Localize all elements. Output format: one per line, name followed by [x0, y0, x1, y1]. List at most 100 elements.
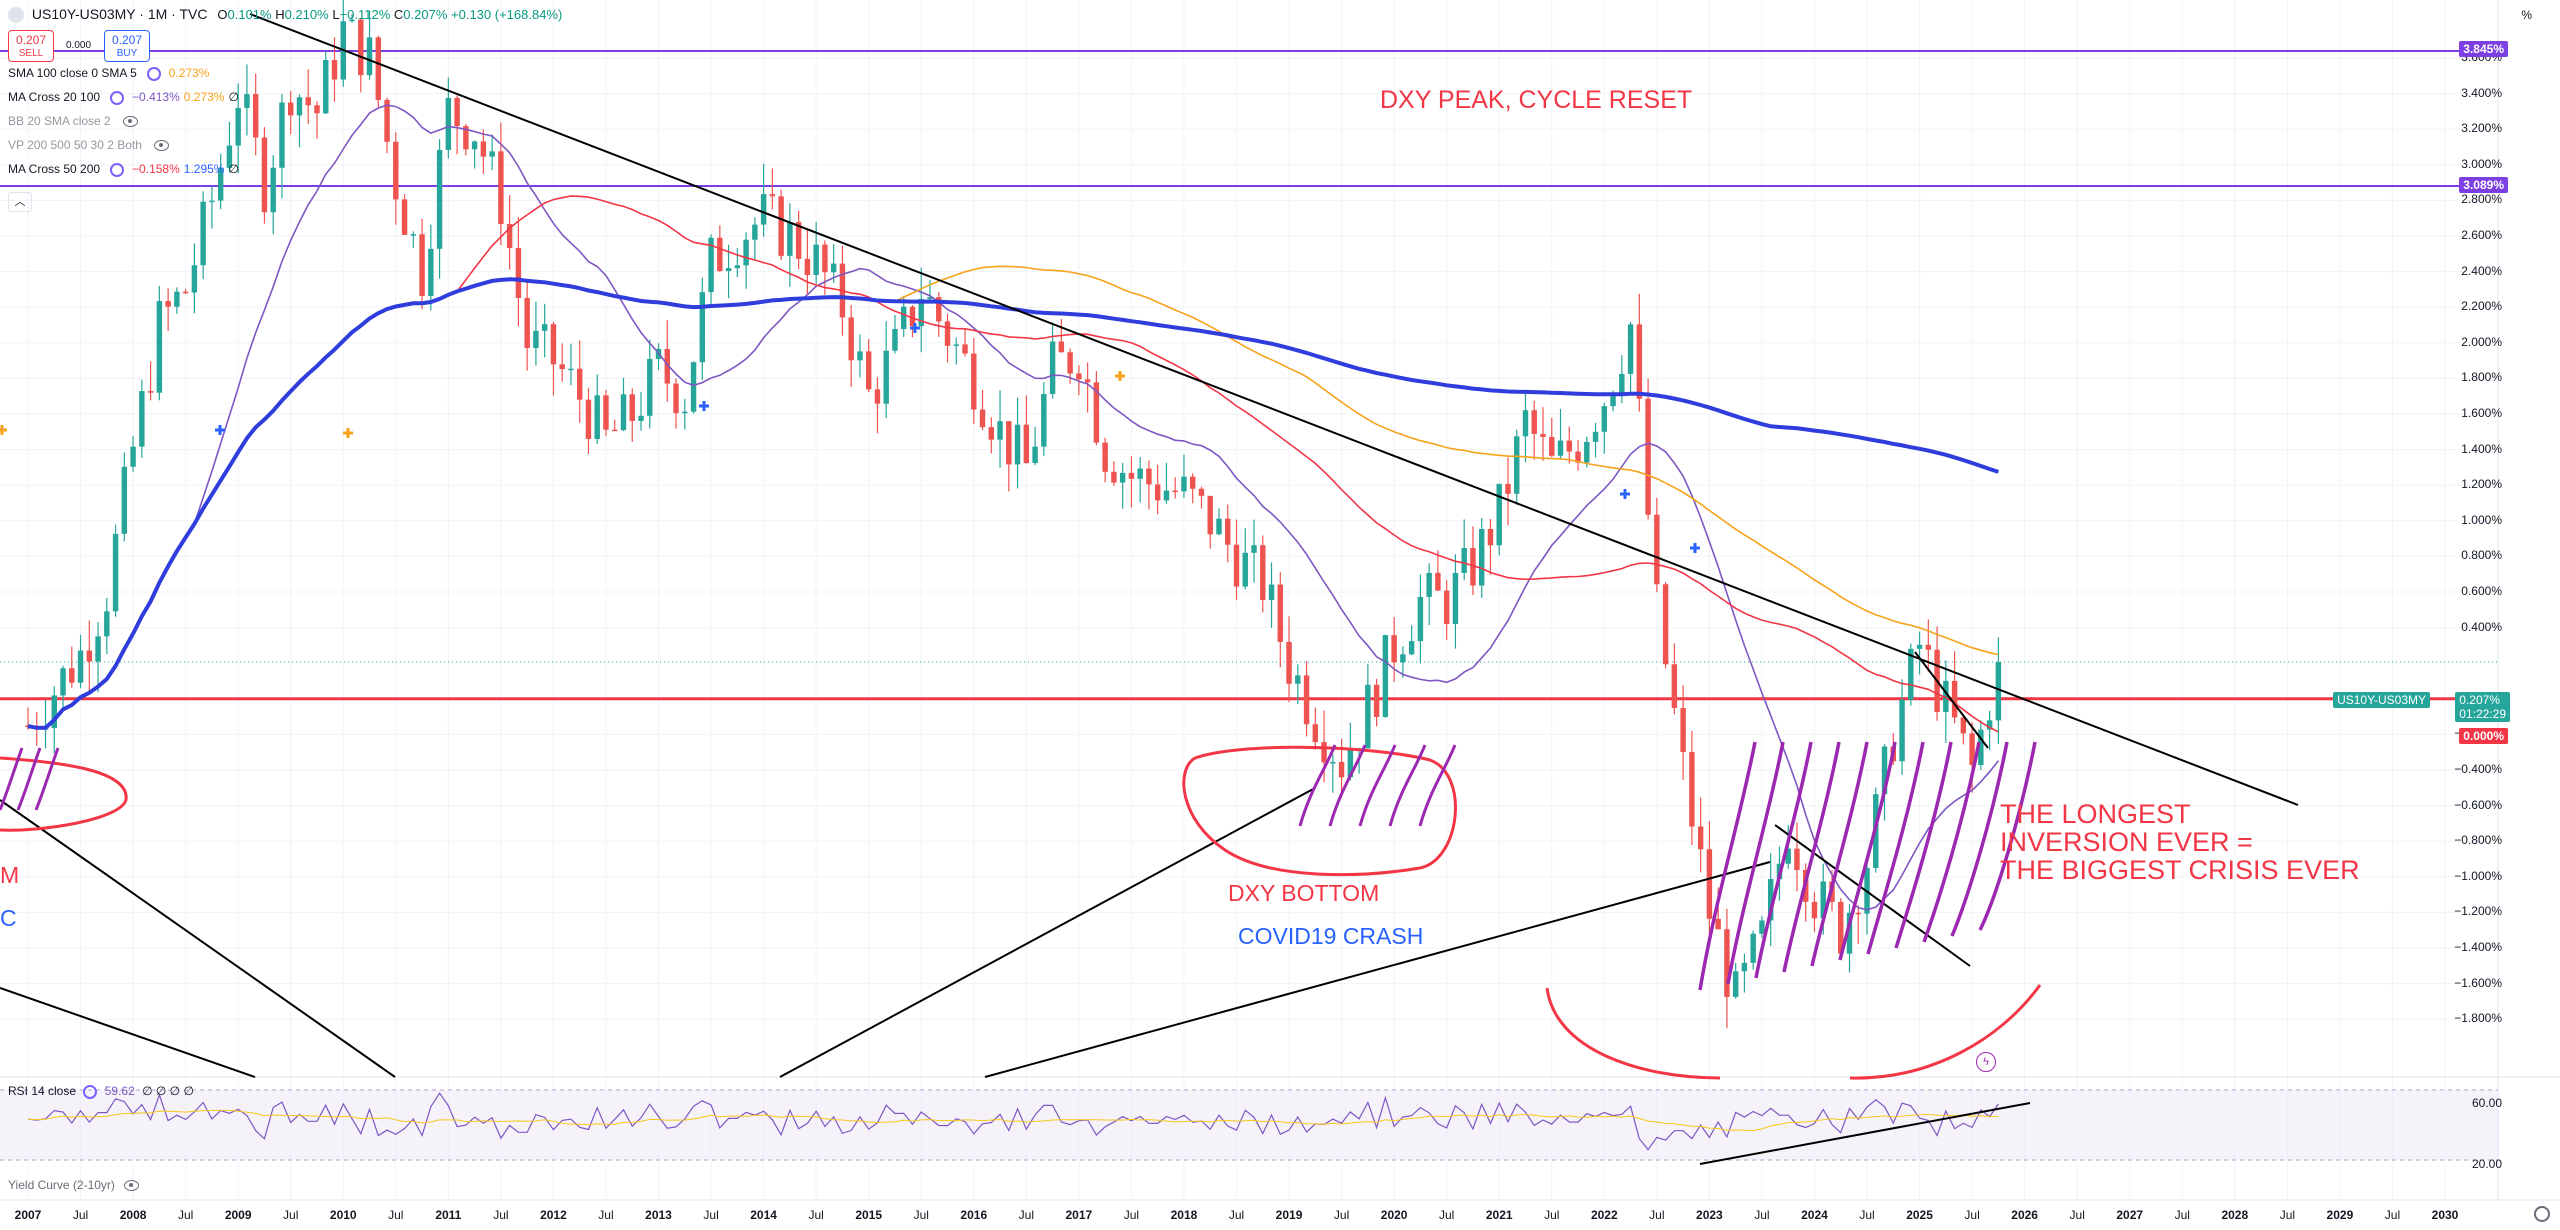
- candle-body: [1811, 901, 1818, 919]
- candle-body: [533, 330, 539, 349]
- candle-body: [69, 668, 75, 683]
- candle-body: [1671, 664, 1678, 709]
- time-tick-label: Jul: [1754, 1208, 1770, 1222]
- candle-body: [541, 324, 548, 331]
- candle-body: [1382, 635, 1389, 717]
- gear-icon[interactable]: [83, 1084, 98, 1099]
- sell-label: SELL: [18, 48, 44, 59]
- candle-body: [261, 137, 268, 213]
- collapse-legend-button[interactable]: ︿: [8, 192, 32, 212]
- candle-body: [1461, 548, 1467, 573]
- candle-body: [778, 196, 784, 256]
- bottom-hatch: [1388, 744, 1427, 827]
- settings-icon[interactable]: [110, 90, 125, 105]
- percent-scale-icon[interactable]: %: [2521, 8, 2532, 22]
- rsi-legend: RSI 14 close 59.62 ∅ ∅ ∅ ∅: [8, 1084, 194, 1099]
- candle-body: [1260, 545, 1266, 600]
- candle-body: [445, 97, 452, 150]
- inversion-hatch: [1782, 741, 1841, 973]
- indicator-row[interactable]: SMA 100 close 0 SMA 5 0.273%: [8, 64, 209, 82]
- settings-icon[interactable]: [110, 162, 125, 177]
- indicator-value: −0.158%: [132, 162, 180, 176]
- candle-body: [1207, 495, 1213, 535]
- dxy-bottom-note[interactable]: DXY BOTTOM: [1228, 880, 1380, 906]
- candle-body: [86, 650, 93, 662]
- price-tick-label: 0.800%: [2461, 548, 2502, 563]
- candle-body: [936, 297, 942, 322]
- indicator-row[interactable]: MA Cross 20 100 −0.413% 0.273% ∅: [8, 88, 239, 106]
- candle-body: [95, 636, 101, 662]
- eye-icon[interactable]: [122, 116, 138, 128]
- candle-body: [1505, 483, 1511, 494]
- settings-gear-icon[interactable]: [2534, 1206, 2550, 1222]
- time-tick-label: Jul: [703, 1208, 719, 1222]
- candle-body: [147, 391, 154, 393]
- candle-body: [1838, 901, 1844, 954]
- eye-icon[interactable]: [124, 1180, 140, 1192]
- covid-crash-note[interactable]: COVID19 CRASH: [1238, 923, 1424, 949]
- candle-body: [104, 611, 110, 637]
- candle-body: [1277, 584, 1284, 642]
- candle-body: [769, 194, 776, 197]
- trendline-left-2: [0, 987, 256, 1078]
- candle-body: [1689, 752, 1695, 827]
- candle-body: [1295, 675, 1301, 684]
- candle-body: [1514, 436, 1520, 494]
- candle-body: [690, 362, 697, 412]
- candle-body: [1435, 572, 1441, 591]
- candle-body: [1032, 446, 1038, 464]
- candle-body: [1724, 929, 1730, 997]
- candle-body: [1470, 548, 1476, 586]
- indicator-row[interactable]: MA Cross 50 200 −0.158% 1.295% ∅: [8, 160, 239, 178]
- price-tick-label: 3.400%: [2461, 85, 2502, 100]
- eye-icon[interactable]: [153, 140, 169, 152]
- annotation-drawings: [0, 13, 2299, 1165]
- candle-body: [1697, 826, 1704, 850]
- candle-body: [1321, 742, 1327, 763]
- candle-body: [1846, 912, 1853, 954]
- candle-body: [1058, 341, 1065, 353]
- candle-body: [1531, 410, 1537, 434]
- candle-body: [1715, 918, 1721, 930]
- indicator-row[interactable]: VP 200 500 50 30 2 Both: [8, 136, 169, 154]
- candle-body: [787, 222, 793, 256]
- settings-icon[interactable]: [146, 66, 161, 81]
- candle-body: [1163, 490, 1170, 501]
- candle-body: [1338, 761, 1345, 778]
- price-tick-label: 1.800%: [2461, 370, 2502, 385]
- left-edge-note-c[interactable]: C: [0, 905, 17, 931]
- buy-button[interactable]: 0.207 BUY: [104, 30, 150, 62]
- time-tick-label: 2012: [540, 1208, 567, 1222]
- price-tick-label: 3.000%: [2461, 156, 2502, 171]
- symbol-logo-icon[interactable]: [8, 7, 24, 24]
- candle-body: [428, 248, 434, 296]
- indicator-row[interactable]: BB 20 SMA close 2: [8, 112, 138, 130]
- time-tick-label: Jul: [598, 1208, 614, 1222]
- lightning-icon[interactable]: ϟ: [1976, 1052, 1996, 1072]
- candle-body: [1680, 708, 1686, 753]
- time-tick-label: Jul: [1333, 1208, 1350, 1222]
- inversion-hatch: [1810, 741, 1869, 967]
- candle-body: [708, 237, 714, 293]
- longest-inversion-note[interactable]: THE LONGEST INVERSION EVER = THE BIGGEST…: [2000, 800, 2360, 884]
- candle-body: [1619, 373, 1625, 393]
- candle-body: [419, 234, 425, 296]
- candle-body: [1575, 451, 1581, 463]
- trendline-down-major: [249, 13, 2299, 806]
- candle-body: [1084, 379, 1091, 383]
- symbol-title[interactable]: US10Y-US03MY · 1M · TVC: [31, 6, 208, 22]
- candle-body: [515, 247, 522, 298]
- time-tick-label: 2029: [2326, 1208, 2354, 1222]
- time-tick-label: 2017: [1065, 1208, 1093, 1222]
- left-edge-note-m[interactable]: M: [0, 862, 20, 888]
- candle-body: [1119, 472, 1126, 483]
- candle-body: [1443, 590, 1450, 624]
- rsi-signal-line: [27, 1109, 1999, 1132]
- open-label: O: [217, 7, 228, 22]
- dxy-peak-note[interactable]: DXY PEAK, CYCLE RESET: [1380, 86, 1693, 114]
- sell-button[interactable]: 0.207 SELL: [8, 30, 54, 62]
- candle-body: [156, 301, 163, 393]
- time-tick-label: 2028: [2221, 1208, 2249, 1222]
- time-tick-label: 2023: [1696, 1208, 1723, 1222]
